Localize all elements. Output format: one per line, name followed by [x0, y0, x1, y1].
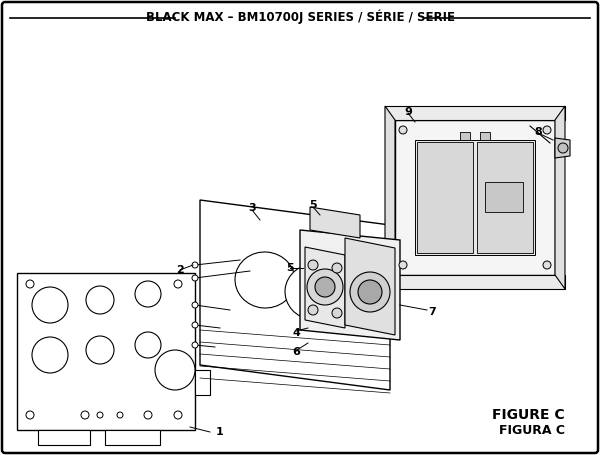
Polygon shape: [460, 132, 470, 140]
Circle shape: [192, 262, 198, 268]
Circle shape: [543, 261, 551, 269]
Polygon shape: [17, 273, 195, 430]
Circle shape: [558, 143, 568, 153]
Circle shape: [192, 322, 198, 328]
Polygon shape: [415, 140, 535, 255]
Polygon shape: [200, 200, 390, 390]
Polygon shape: [417, 142, 473, 253]
Text: 3: 3: [248, 203, 256, 213]
Polygon shape: [105, 430, 160, 445]
Text: 5: 5: [286, 263, 294, 273]
Circle shape: [97, 412, 103, 418]
Text: BLACK MAX – BM10700J SERIES / SÉRIE / SERIE: BLACK MAX – BM10700J SERIES / SÉRIE / SE…: [146, 10, 455, 24]
Polygon shape: [195, 370, 210, 395]
Circle shape: [26, 280, 34, 288]
Polygon shape: [555, 106, 565, 289]
Circle shape: [117, 412, 123, 418]
Text: FIGURA C: FIGURA C: [499, 424, 565, 436]
Polygon shape: [300, 230, 400, 340]
Text: 1: 1: [216, 427, 224, 437]
Circle shape: [135, 281, 161, 307]
Text: 7: 7: [428, 307, 436, 317]
Circle shape: [174, 411, 182, 419]
Circle shape: [358, 280, 382, 304]
Polygon shape: [385, 106, 565, 120]
Circle shape: [32, 337, 68, 373]
Circle shape: [308, 260, 318, 270]
Circle shape: [399, 261, 407, 269]
Circle shape: [155, 350, 195, 390]
Polygon shape: [305, 247, 345, 328]
Polygon shape: [555, 138, 570, 158]
Text: 6: 6: [292, 347, 300, 357]
Circle shape: [192, 342, 198, 348]
Circle shape: [144, 411, 152, 419]
Circle shape: [315, 277, 335, 297]
Polygon shape: [385, 275, 565, 289]
Polygon shape: [395, 120, 555, 275]
Circle shape: [543, 126, 551, 134]
Text: FIGURE C: FIGURE C: [493, 408, 565, 422]
Circle shape: [332, 263, 342, 273]
Text: 5: 5: [309, 200, 317, 210]
Text: 9: 9: [404, 107, 412, 117]
Text: 2: 2: [176, 265, 184, 275]
Circle shape: [192, 275, 198, 281]
Circle shape: [174, 280, 182, 288]
Circle shape: [135, 332, 161, 358]
Circle shape: [308, 305, 318, 315]
Polygon shape: [38, 430, 90, 445]
Polygon shape: [385, 106, 395, 289]
Text: 4: 4: [292, 328, 300, 338]
Circle shape: [32, 287, 68, 323]
Circle shape: [307, 269, 343, 305]
Polygon shape: [345, 238, 395, 335]
Ellipse shape: [285, 264, 345, 320]
Circle shape: [86, 286, 114, 314]
Polygon shape: [477, 142, 533, 253]
Circle shape: [192, 302, 198, 308]
Ellipse shape: [330, 277, 390, 333]
Circle shape: [332, 308, 342, 318]
Text: 8: 8: [534, 127, 542, 137]
Polygon shape: [310, 207, 360, 238]
Circle shape: [26, 411, 34, 419]
Polygon shape: [485, 182, 523, 212]
Circle shape: [86, 336, 114, 364]
Circle shape: [81, 411, 89, 419]
Ellipse shape: [235, 252, 295, 308]
Polygon shape: [480, 132, 490, 140]
Circle shape: [399, 126, 407, 134]
Circle shape: [350, 272, 390, 312]
